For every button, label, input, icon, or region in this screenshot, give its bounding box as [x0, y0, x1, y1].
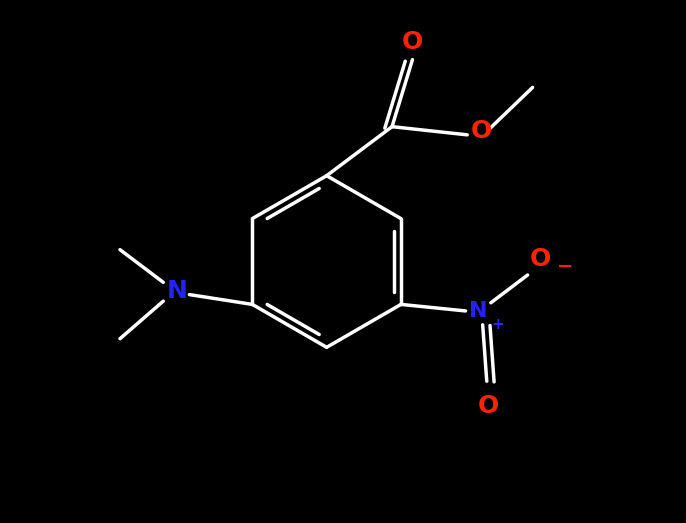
Text: O: O [471, 119, 492, 143]
Text: N: N [167, 279, 187, 302]
Text: O: O [530, 247, 552, 270]
Text: O: O [477, 394, 499, 418]
Text: O: O [402, 30, 423, 54]
Text: −: − [557, 257, 573, 276]
Text: N: N [469, 301, 488, 321]
Text: +: + [492, 316, 505, 332]
